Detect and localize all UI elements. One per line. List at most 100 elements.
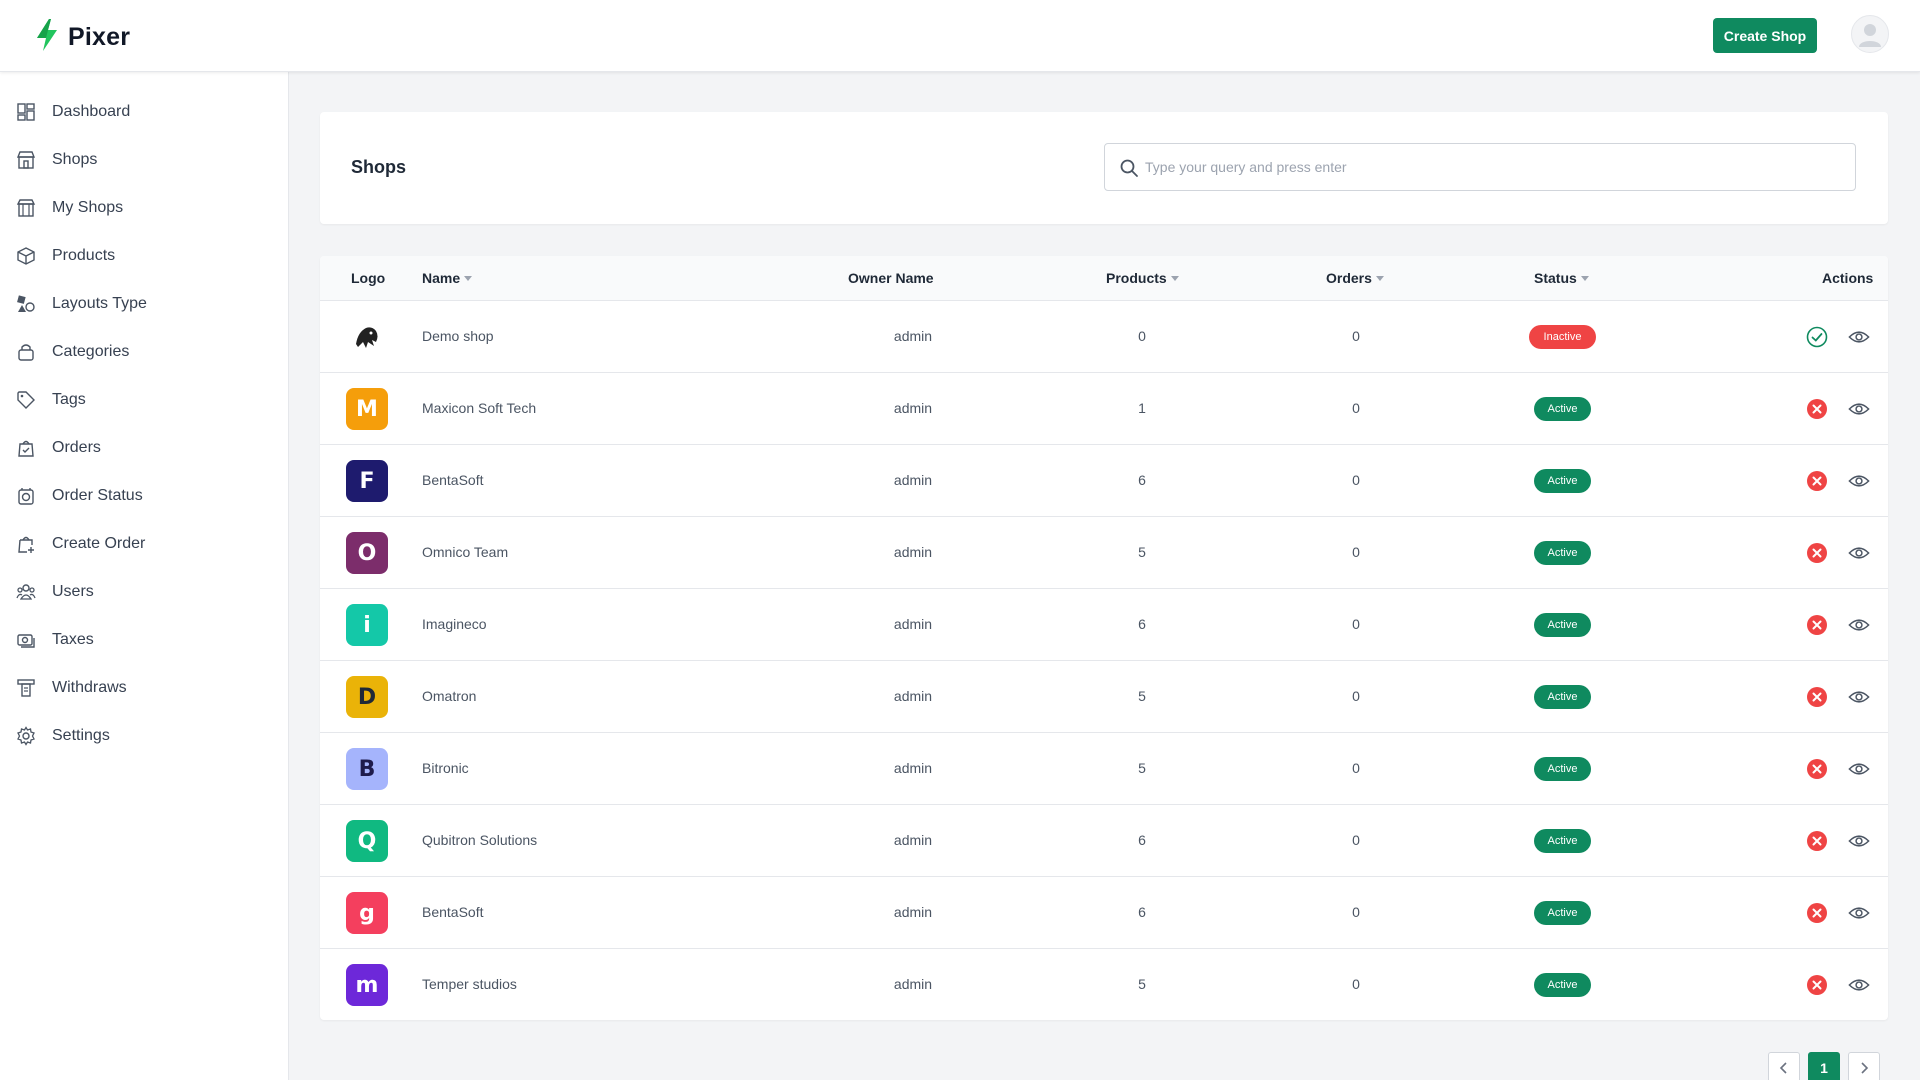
sort-icon: [1580, 276, 1589, 281]
shop-name: Omnico Team: [422, 544, 509, 560]
shop-name: Bitronic: [422, 760, 469, 776]
orders-count: 0: [1352, 544, 1360, 560]
column-status[interactable]: Status: [1534, 270, 1589, 286]
sidebar-item-label: Shops: [52, 151, 98, 168]
column-logo: Logo: [351, 270, 386, 286]
chevron-left-icon: [1779, 1062, 1787, 1074]
app-logo[interactable]: Pixer: [34, 18, 130, 57]
view-button[interactable]: [1848, 614, 1870, 636]
sidebar-item-label: Taxes: [52, 631, 94, 648]
sidebar-item-layouts-type[interactable]: Layouts Type: [16, 289, 147, 319]
close-circle-icon: [1807, 975, 1827, 995]
view-button[interactable]: [1848, 902, 1870, 924]
sidebar-item-withdraws[interactable]: Withdraws: [16, 673, 127, 703]
search-input[interactable]: [1145, 144, 1845, 190]
eye-icon: [1848, 835, 1870, 847]
order-status-icon: [16, 486, 36, 506]
view-button[interactable]: [1848, 758, 1870, 780]
close-circle-icon: [1807, 471, 1827, 491]
view-button[interactable]: [1848, 974, 1870, 996]
column-actions: Actions: [1822, 270, 1874, 286]
view-button[interactable]: [1848, 542, 1870, 564]
sidebar-item-shops[interactable]: Shops: [16, 145, 97, 175]
sidebar-item-label: Products: [52, 247, 116, 264]
shop-name: BentaSoft: [422, 904, 484, 920]
sidebar-item-order-status[interactable]: Order Status: [16, 481, 143, 511]
owner-name: admin: [893, 328, 933, 344]
products-count: 6: [1138, 616, 1146, 632]
prev-page-button[interactable]: [1768, 1052, 1800, 1080]
view-button[interactable]: [1848, 470, 1870, 492]
create-order-icon: [16, 534, 36, 554]
deactivate-button[interactable]: [1806, 614, 1828, 636]
table-row: i Imagineco admin 6 0 Active: [320, 589, 1888, 661]
eye-icon: [1848, 403, 1870, 415]
top-bar: Pixer Create Shop: [0, 0, 1920, 72]
sidebar-item-taxes[interactable]: Taxes: [16, 625, 94, 655]
sidebar-item-label: Orders: [52, 439, 101, 456]
page-button-current[interactable]: 1: [1808, 1052, 1840, 1080]
sidebar-item-users[interactable]: Users: [16, 577, 94, 607]
sidebar-item-settings[interactable]: Settings: [16, 721, 110, 751]
page-header: Shops: [320, 112, 1888, 224]
sidebar-item-label: Order Status: [52, 487, 143, 504]
products-count: 6: [1138, 904, 1146, 920]
view-button[interactable]: [1848, 686, 1870, 708]
shop-name: Temper studios: [422, 976, 517, 992]
column-name[interactable]: Name: [422, 270, 473, 286]
close-circle-icon: [1807, 903, 1827, 923]
sidebar-item-create-order[interactable]: Create Order: [16, 529, 145, 559]
table-row: g BentaSoft admin 6 0 Active: [320, 877, 1888, 949]
column-products[interactable]: Products: [1106, 270, 1179, 286]
sort-icon: [1170, 276, 1179, 281]
eye-icon: [1848, 331, 1870, 343]
products-count: 0: [1138, 328, 1146, 344]
orders-count: 0: [1352, 616, 1360, 632]
orders-count: 0: [1352, 472, 1360, 488]
activate-button[interactable]: [1806, 326, 1828, 348]
view-button[interactable]: [1848, 398, 1870, 420]
table-row: O Omnico Team admin 5 0 Active: [320, 517, 1888, 589]
table-row: F BentaSoft admin 6 0 Active: [320, 445, 1888, 517]
deactivate-button[interactable]: [1806, 902, 1828, 924]
status-badge: Active: [1534, 901, 1591, 925]
withdraws-icon: [16, 678, 36, 698]
sidebar-item-orders[interactable]: Orders: [16, 433, 101, 463]
deactivate-button[interactable]: [1806, 758, 1828, 780]
next-page-button[interactable]: [1848, 1052, 1880, 1080]
sidebar-item-label: Categories: [52, 343, 130, 360]
deactivate-button[interactable]: [1806, 830, 1828, 852]
avatar[interactable]: [1851, 15, 1889, 53]
sidebar-item-label: My Shops: [52, 199, 124, 216]
status-badge: Active: [1534, 829, 1591, 853]
table-row: M Maxicon Soft Tech admin 1 0 Active: [320, 373, 1888, 445]
view-button[interactable]: [1848, 830, 1870, 852]
sidebar-item-my-shops[interactable]: My Shops: [16, 193, 123, 223]
deactivate-button[interactable]: [1806, 686, 1828, 708]
column-orders[interactable]: Orders: [1326, 270, 1384, 286]
view-button[interactable]: [1848, 326, 1870, 348]
sidebar-item-tags[interactable]: Tags: [16, 385, 86, 415]
deactivate-button[interactable]: [1806, 398, 1828, 420]
deactivate-button[interactable]: [1806, 542, 1828, 564]
search-box[interactable]: [1104, 143, 1856, 191]
status-badge: Active: [1534, 973, 1591, 997]
sidebar-item-dashboard[interactable]: Dashboard: [16, 97, 130, 127]
eye-icon: [1848, 547, 1870, 559]
eye-icon: [1848, 979, 1870, 991]
sidebar-item-categories[interactable]: Categories: [16, 337, 129, 367]
deactivate-button[interactable]: [1806, 470, 1828, 492]
shop-logo: [346, 316, 388, 358]
table-row: Demo shop admin 0 0 Inactive: [320, 301, 1888, 373]
deactivate-button[interactable]: [1806, 974, 1828, 996]
eye-icon: [1848, 475, 1870, 487]
create-shop-button[interactable]: Create Shop: [1713, 18, 1817, 53]
sidebar-item-products[interactable]: Products: [16, 241, 115, 271]
eye-icon: [1848, 907, 1870, 919]
dashboard-icon: [16, 102, 36, 122]
products-count: 5: [1138, 976, 1146, 992]
shop-name: Omatron: [422, 688, 477, 704]
orders-icon: [16, 438, 36, 458]
check-circle-icon: [1806, 326, 1828, 348]
status-badge: Active: [1534, 397, 1591, 421]
